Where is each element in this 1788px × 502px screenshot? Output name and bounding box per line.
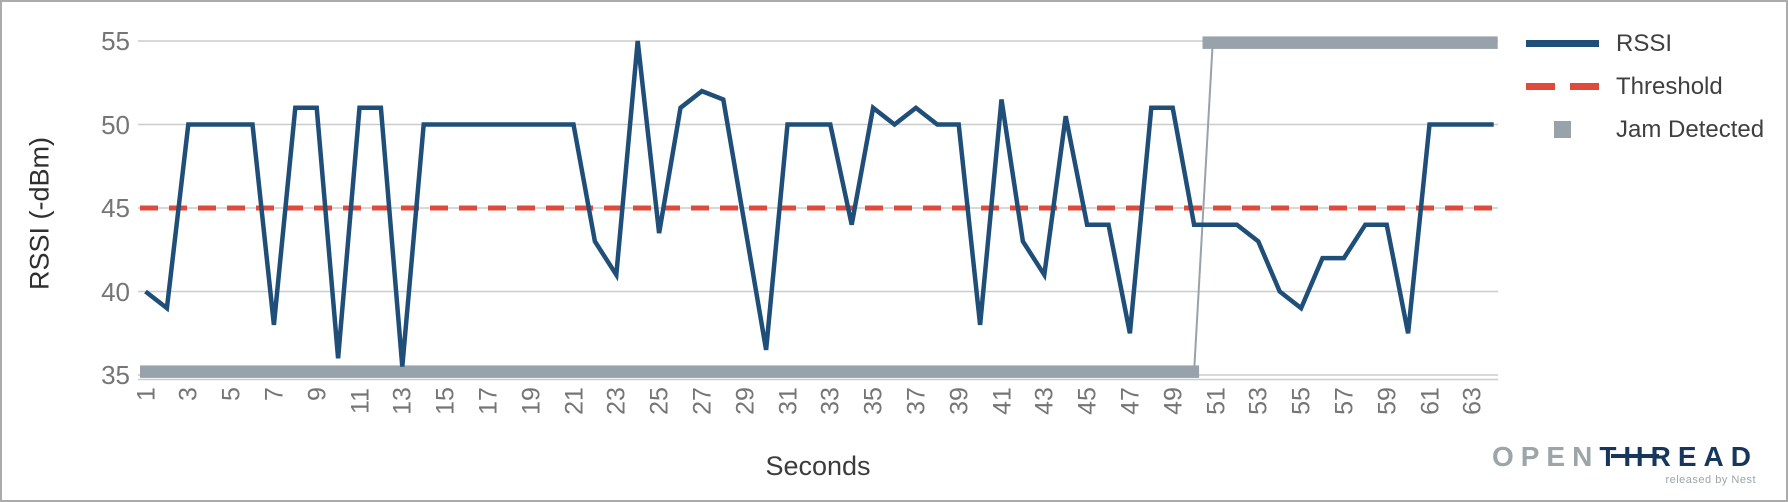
x-axis-tick-label: 47 <box>1116 387 1145 415</box>
x-axis-tick-label: 39 <box>945 387 974 415</box>
threshold-swatch-column <box>1526 83 1599 90</box>
x-axis-tick-label: 59 <box>1373 387 1402 415</box>
jam-swatch-column <box>1526 121 1599 138</box>
x-axis-tick-label: 9 <box>303 387 332 401</box>
x-axis-tick-label: 11 <box>346 388 374 414</box>
y-axis-tick-label: 55 <box>101 26 130 56</box>
logo-wordmark: OPENTHREAD <box>1492 441 1758 473</box>
x-axis-tick-label: 33 <box>816 387 845 415</box>
legend-label-jam-detected: Jam Detected <box>1616 115 1765 143</box>
x-axis-tick-label: 51 <box>1202 387 1230 415</box>
x-axis-tick-label: 29 <box>731 387 760 415</box>
rssi-line <box>144 40 1494 367</box>
openthread-logo: OPENTHREAD released by Nest <box>1492 441 1758 486</box>
logo-subtitle: released by Nest <box>1665 474 1756 486</box>
jam-square-swatch <box>1554 121 1571 138</box>
y-axis-tick-label: 45 <box>101 193 130 223</box>
x-axis-tick-label: 37 <box>902 387 931 415</box>
x-axis-tick-label: 55 <box>1287 387 1316 415</box>
x-axis-tick-label: 63 <box>1458 387 1487 415</box>
x-axis-tick-label: 17 <box>474 387 503 415</box>
jam-on-bar <box>1202 36 1498 49</box>
legend-item-threshold: Threshold <box>1526 65 1764 108</box>
y-axis-tick-label: 50 <box>101 109 130 140</box>
x-axis-tick-label: 21 <box>560 387 588 415</box>
rssi-line-swatch <box>1526 40 1599 47</box>
legend-item-rssi: RSSI <box>1526 22 1764 65</box>
y-axis-tick-label: 35 <box>101 360 130 390</box>
x-axis-tick-label: 19 <box>517 387 546 415</box>
x-axis-title: Seconds <box>765 451 871 481</box>
x-axis-tick-label: 57 <box>1330 387 1359 415</box>
x-axis-tick-label: 31 <box>774 387 802 415</box>
x-axis-tick-label: 35 <box>859 387 888 415</box>
x-axis-tick-label: 15 <box>431 387 460 415</box>
logo-open-text: OPEN <box>1491 441 1600 472</box>
x-axis-tick-label: 27 <box>688 387 717 415</box>
x-axis-tick-label: 53 <box>1244 387 1273 415</box>
x-axis-tick-label: 3 <box>174 387 203 401</box>
x-axis-tick-label: 49 <box>1159 387 1188 415</box>
x-axis-tick-label: 45 <box>1073 387 1102 415</box>
x-axis-tick-label: 7 <box>260 387 289 401</box>
logo-h-crossbar <box>1611 454 1659 458</box>
threshold-dash-swatch <box>1526 83 1599 90</box>
x-axis-tick-label: 25 <box>645 387 674 415</box>
legend-label-threshold: Threshold <box>1616 72 1723 100</box>
x-axis-tick-label: 43 <box>1030 387 1059 415</box>
chart-legend: RSSI Threshold Jam Detected <box>1526 22 1764 151</box>
x-axis-tick-label: 1 <box>132 387 160 401</box>
rssi-swatch-column <box>1526 40 1599 47</box>
x-axis-tick-label: 5 <box>217 387 246 401</box>
legend-label-rssi: RSSI <box>1616 29 1673 57</box>
legend-item-jam-detected: Jam Detected <box>1526 108 1764 151</box>
y-axis-tick-label: 40 <box>101 276 130 307</box>
x-axis-tick-label: 41 <box>988 387 1016 415</box>
jam-transition-line <box>1193 46 1214 372</box>
jam-off-bar <box>140 365 1200 378</box>
x-axis-tick-label: 61 <box>1416 387 1444 415</box>
x-axis-tick-label: 13 <box>388 387 417 415</box>
x-axis-tick-label: 23 <box>602 387 631 415</box>
